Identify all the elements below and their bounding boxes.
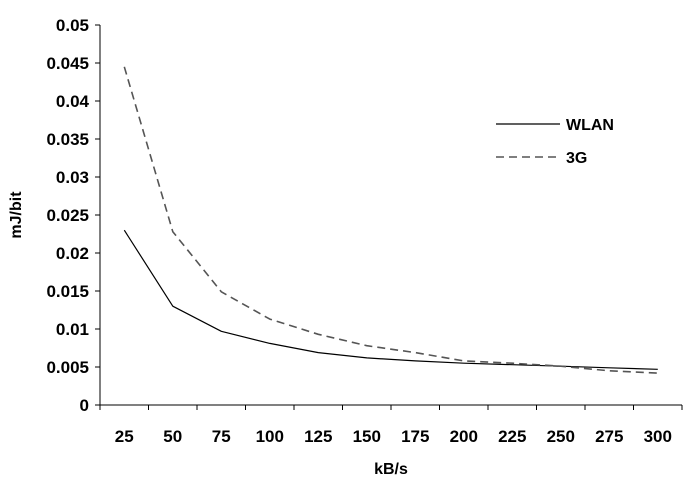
y-tick-label: 0.015 bbox=[46, 282, 89, 301]
y-tick-label: 0.03 bbox=[56, 168, 89, 187]
x-tick-label: 175 bbox=[401, 427, 429, 446]
legend-label-wlan: WLAN bbox=[566, 117, 614, 134]
series-line-3g bbox=[123, 66, 658, 374]
x-tick-label: 300 bbox=[644, 427, 672, 446]
y-tick-label: 0.01 bbox=[56, 320, 89, 339]
y-tick-label: 0.035 bbox=[46, 130, 89, 149]
series-group bbox=[123, 66, 658, 374]
x-tick-label: 125 bbox=[304, 427, 332, 446]
y-tick-label: 0.025 bbox=[46, 206, 89, 225]
x-axis-title: kB/s bbox=[374, 461, 408, 478]
x-tick-label: 75 bbox=[212, 427, 231, 446]
legend: WLAN 3G bbox=[496, 117, 614, 167]
y-axis-title: mJ/bit bbox=[8, 191, 25, 239]
y-axis: 0 0.005 0.01 0.015 0.02 0.025 0.03 0.035 0.04 0.0… bbox=[46, 16, 101, 415]
x-tick-label: 200 bbox=[450, 427, 478, 446]
x-tick-label: 150 bbox=[353, 427, 381, 446]
x-tick-label: 250 bbox=[547, 427, 575, 446]
x-tick-group: 25 50 75 100 125 150 175 200 225 250 275 300 bbox=[99, 405, 683, 446]
y-tick-label: 0.045 bbox=[46, 54, 89, 73]
x-tick-label: 50 bbox=[163, 427, 182, 446]
x-tick-label: 275 bbox=[595, 427, 623, 446]
y-tick-label: 0.02 bbox=[56, 244, 89, 263]
x-tick-label: 100 bbox=[256, 427, 284, 446]
x-tick-label: 225 bbox=[498, 427, 526, 446]
y-tick-label: 0.005 bbox=[46, 358, 89, 377]
legend-label-3g: 3G bbox=[566, 150, 587, 167]
y-tick-label: 0 bbox=[80, 396, 89, 415]
y-tick-group: 0 0.005 0.01 0.015 0.02 0.025 0.03 0.035 0.04 0.0… bbox=[46, 16, 100, 415]
x-axis: 25 50 75 100 125 150 175 200 225 250 275 300 bbox=[99, 404, 683, 446]
series-line-wlan bbox=[123, 229, 658, 370]
x-tick-label: 25 bbox=[115, 427, 134, 446]
y-tick-label: 0.05 bbox=[56, 16, 89, 35]
y-tick-label: 0.04 bbox=[56, 92, 90, 111]
